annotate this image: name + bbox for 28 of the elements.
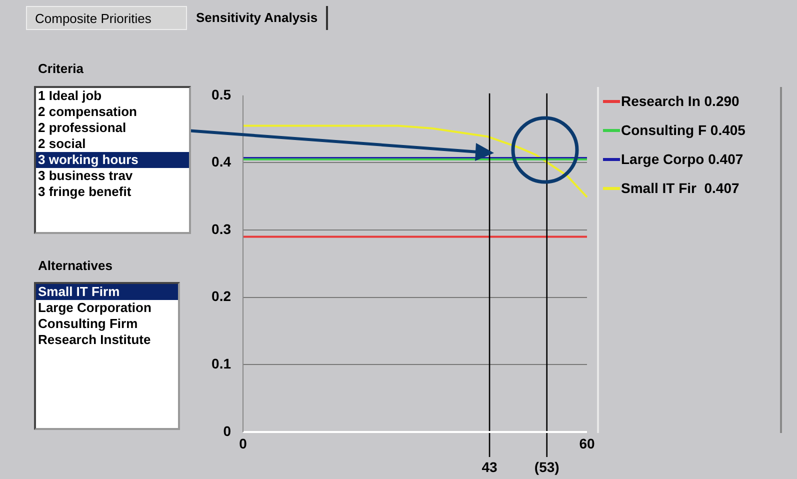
ref-line-label: 43 xyxy=(482,458,498,475)
y-tick-label: 0.1 xyxy=(212,356,232,372)
text: 3 business trav xyxy=(37,168,134,184)
legend-label: Large Corpo 0.407 xyxy=(621,150,744,169)
x-tick-label: 60 xyxy=(579,435,595,452)
y-tick-label: 0.5 xyxy=(212,86,232,102)
text: 2 social xyxy=(37,136,87,152)
y-tick-label: 0.4 xyxy=(212,154,232,170)
text: Research Institute xyxy=(37,332,152,348)
y-tick-label: 0 xyxy=(223,422,232,439)
text: 1 Ideal job xyxy=(37,88,103,104)
text: Composite Priorities xyxy=(26,6,187,30)
text: 3 fringe benefit xyxy=(37,184,132,200)
legend-label: Small IT Fir 0.407 xyxy=(621,179,740,198)
text: 2 professional xyxy=(37,120,128,136)
text: Small IT Firm xyxy=(36,284,178,300)
ref-line-label: (53) xyxy=(534,458,560,475)
text: Consulting Firm xyxy=(37,316,139,332)
text: Sensitivity Analysis xyxy=(188,6,328,30)
legend-label: Consulting F 0.405 xyxy=(621,121,746,140)
y-tick-label: 0.3 xyxy=(212,220,232,237)
text: Criteria xyxy=(38,61,84,76)
text: 2 compensation xyxy=(37,104,138,120)
legend-label: Research In 0.290 xyxy=(621,92,740,111)
y-tick-label: 0.2 xyxy=(212,288,232,304)
text: Alternatives xyxy=(38,258,112,273)
text: 3 working hours xyxy=(36,152,189,168)
text: Large Corporation xyxy=(37,300,152,316)
